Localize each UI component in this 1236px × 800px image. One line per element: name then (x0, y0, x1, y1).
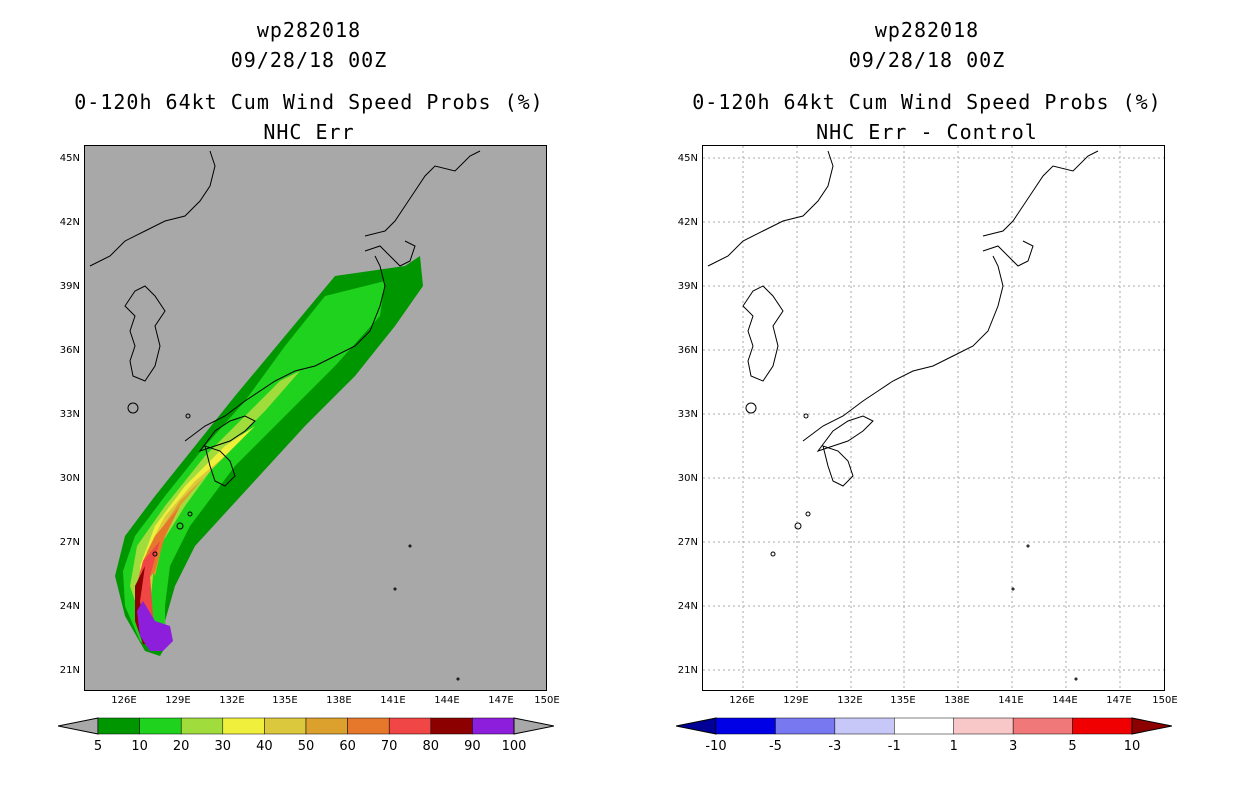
difference-map-svg (703, 146, 1164, 690)
colorbar-left (58, 717, 554, 735)
experiment-title: NHC Err (263, 120, 355, 144)
coastlines (707, 150, 1099, 681)
lat-label: 42N (677, 217, 698, 228)
prob-band-40 (145, 456, 225, 596)
lat-label: 39N (59, 281, 80, 292)
lat-label: 39N (677, 281, 698, 292)
right-panel: wp282018 09/28/18 00Z 0-120h 64kt Cum Wi… (618, 0, 1236, 800)
colorbar-label: 50 (297, 739, 315, 754)
lat-label: 36N (677, 345, 698, 356)
colorbar-swatch (1072, 717, 1133, 735)
colorbar-label: 5 (93, 739, 103, 754)
colorbar-swatch (1012, 717, 1073, 735)
colorbar-swatch (97, 717, 140, 735)
lon-label: 141E (380, 695, 406, 706)
colorbar-arrow-low (676, 717, 717, 735)
probability-map-svg (89, 150, 481, 681)
colorbar-label: 40 (256, 739, 273, 754)
colorbar-swatch (180, 717, 224, 735)
colorbar-label: 3 (1009, 739, 1018, 754)
colorbar-label: 70 (380, 739, 398, 754)
experiment-title: NHC Err - Control (816, 120, 1038, 144)
colorbar-arrow-low (58, 717, 99, 735)
lon-label: 147E (488, 695, 514, 706)
lon-label: 144E (1052, 695, 1078, 706)
lon-label: 132E (837, 695, 863, 706)
prob-band-5 (115, 256, 423, 656)
lon-label: 138E (944, 695, 970, 706)
colorbar-swatch (388, 717, 432, 735)
lat-label: 27N (59, 537, 80, 548)
colorbar-swatch (305, 717, 348, 735)
coastlines (89, 150, 481, 681)
colorbar-label: 10 (131, 739, 148, 754)
lon-label: 126E (111, 695, 137, 706)
lon-label: 138E (326, 695, 352, 706)
colorbar-label: 30 (214, 739, 232, 754)
colorbar-label: -5 (768, 739, 782, 754)
lon-label: 135E (890, 695, 916, 706)
colorbar-swatch (222, 717, 265, 735)
lat-label: 24N (677, 601, 698, 612)
lat-label: 45N (677, 153, 698, 164)
difference-map (702, 145, 1165, 691)
colorbar-label: 100 (501, 739, 527, 754)
lat-label: 42N (59, 217, 80, 228)
datetime-title: 09/28/18 00Z (848, 48, 1006, 72)
prob-band-10 (123, 281, 385, 651)
storm-id-title: wp282018 (874, 18, 980, 42)
product-title: 0-120h 64kt Cum Wind Speed Probs (%) (74, 90, 544, 114)
lon-label: 135E (272, 695, 298, 706)
colorbar-swatch (775, 717, 836, 735)
lat-label: 30N (677, 473, 698, 484)
lat-label: 30N (59, 473, 80, 484)
colorbar-label: 20 (172, 739, 190, 754)
colorbar-swatch (430, 717, 473, 735)
lat-label: 24N (59, 601, 80, 612)
colorbar-swatch (894, 717, 954, 735)
colorbar-swatch (953, 717, 1014, 735)
colorbar-swatch (472, 717, 515, 735)
colorbar-label: 90 (464, 739, 481, 754)
storm-id-title: wp282018 (256, 18, 362, 42)
lat-label: 45N (59, 153, 80, 164)
lon-label: 144E (434, 695, 460, 706)
lon-label: 129E (783, 695, 809, 706)
lat-label: 36N (59, 345, 80, 356)
colorbar-label: 10 (1123, 739, 1141, 754)
colorbar-right (676, 717, 1172, 735)
probability-map (84, 145, 547, 691)
datetime-title: 09/28/18 00Z (230, 48, 388, 72)
colorbar-label: 80 (422, 739, 440, 754)
lat-label: 27N (677, 537, 698, 548)
lat-label: 33N (59, 409, 80, 420)
lon-label: 141E (998, 695, 1024, 706)
colorbar-swatch (834, 717, 895, 735)
colorbar-label: 5 (1068, 739, 1077, 754)
colorbar-swatch (264, 717, 307, 735)
colorbar-arrow-high (1131, 717, 1172, 735)
colorbar-label: -10 (705, 739, 727, 754)
lat-label: 21N (677, 665, 698, 676)
colorbar-label: 60 (339, 739, 356, 754)
left-panel: wp282018 09/28/18 00Z 0-120h 64kt Cum Wi… (58, 18, 560, 754)
gridlines (703, 146, 1164, 690)
colorbar-swatch (139, 717, 182, 735)
product-title: 0-120h 64kt Cum Wind Speed Probs (%) (692, 90, 1162, 114)
lat-label: 21N (59, 665, 80, 676)
prob-band-90 (137, 601, 173, 651)
colorbar-swatch (715, 717, 776, 735)
lon-label: 126E (729, 695, 755, 706)
lat-label: 33N (677, 409, 698, 420)
colorbar-swatch (347, 717, 390, 735)
lon-label: 150E (534, 695, 560, 706)
colorbar-label: -1 (887, 739, 901, 754)
colorbar-label: 1 (949, 739, 958, 754)
lon-label: 147E (1106, 695, 1132, 706)
lon-label: 132E (219, 695, 245, 706)
colorbar-arrow-high (513, 717, 554, 735)
lon-label: 129E (165, 695, 191, 706)
colorbar-label: -3 (828, 739, 842, 754)
lon-label: 150E (1152, 695, 1178, 706)
